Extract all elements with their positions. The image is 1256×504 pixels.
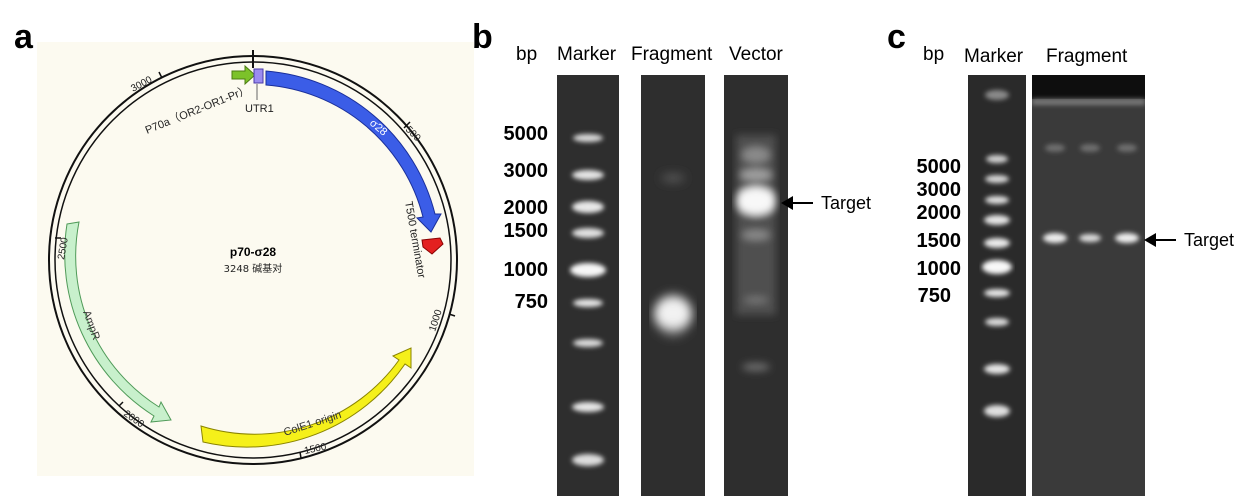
- gel-c-unit: bp: [923, 44, 945, 65]
- tick-1000-mark: [448, 313, 456, 317]
- panel-label-a: a: [14, 18, 33, 56]
- terminator-shape: [421, 237, 444, 255]
- plasmid-name: p70-σ28: [230, 245, 277, 259]
- ampr-arc: [64, 221, 172, 423]
- plasmid-size: 3248 碱基对: [224, 262, 283, 275]
- gel-b-lane-vector: Vector: [729, 44, 783, 65]
- gel-b-lane-fragment: Fragment: [631, 44, 713, 65]
- plasmid-map: σ28 UTR1 P70a（OR2-OR1-Pr） T500 terminato…: [48, 50, 458, 465]
- backbone-inner: [54, 61, 452, 459]
- tick-2500: 2500: [56, 236, 71, 260]
- gel-c-ladder-750: 750: [917, 285, 951, 307]
- tick-500-mark: [403, 121, 411, 129]
- tick-3000-mark: [158, 71, 163, 79]
- gel-b-ladder-2000: 2000: [503, 197, 549, 219]
- tick-3000: 3000: [129, 74, 154, 94]
- gel-c-ladder-1500: 1500: [916, 230, 962, 252]
- panel-label-c: c: [887, 18, 906, 56]
- gene-sigma28-arc: [265, 70, 442, 233]
- gel-c-marker-lane: [968, 75, 1026, 496]
- gel-c-lane-fragment: Fragment: [1046, 46, 1128, 67]
- tick-1500: 1500: [303, 441, 327, 456]
- gel-b-ladder-5000: 5000: [503, 123, 549, 145]
- gel-c-ladder-5000: 5000: [916, 156, 962, 178]
- tick-2000: 2000: [121, 408, 146, 430]
- utr-label: UTR1: [245, 103, 274, 115]
- promoter-label: P70a（OR2-OR1-Pr）: [143, 83, 251, 137]
- gel-c-target-label: Target: [1184, 230, 1235, 250]
- gel-b-unit: bp: [516, 44, 538, 65]
- gel-b-target-label: Target: [821, 193, 872, 213]
- gel-c-fragment-lanes: [1032, 75, 1145, 496]
- gel-c-lane-marker: Marker: [964, 46, 1024, 67]
- tick-2000-mark: [118, 401, 124, 407]
- gel-c-target: Target: [1144, 230, 1235, 250]
- gel-b-marker-lane: [557, 75, 619, 496]
- gel-b-fragment-lane: [641, 75, 705, 496]
- gel-b-target-arrow-icon: [781, 196, 813, 210]
- gel-c-ladder-2000: 2000: [916, 202, 962, 224]
- gel-b-ladder-750: 750: [514, 291, 548, 313]
- cole1-origin-arc: [200, 347, 412, 448]
- promoter-arrow: [231, 64, 256, 86]
- tick-1500-mark: [299, 451, 302, 459]
- gel-b-ladder-3000: 3000: [503, 160, 549, 182]
- utr-box: [253, 68, 264, 84]
- gel-b-target: Target: [781, 193, 872, 213]
- gel-b-ladder-1500: 1500: [503, 220, 549, 242]
- gel-b-vector-lane: [724, 75, 788, 496]
- gel-c-ladder-1000: 1000: [916, 258, 962, 280]
- gel-c-ladder-3000: 3000: [916, 179, 962, 201]
- gel-c-target-arrow-icon: [1144, 233, 1176, 247]
- gel-b-ladder-1000: 1000: [503, 259, 549, 281]
- gel-b-lane-marker: Marker: [557, 44, 617, 65]
- panel-label-b: b: [472, 18, 493, 56]
- backbone-outer: [48, 55, 458, 465]
